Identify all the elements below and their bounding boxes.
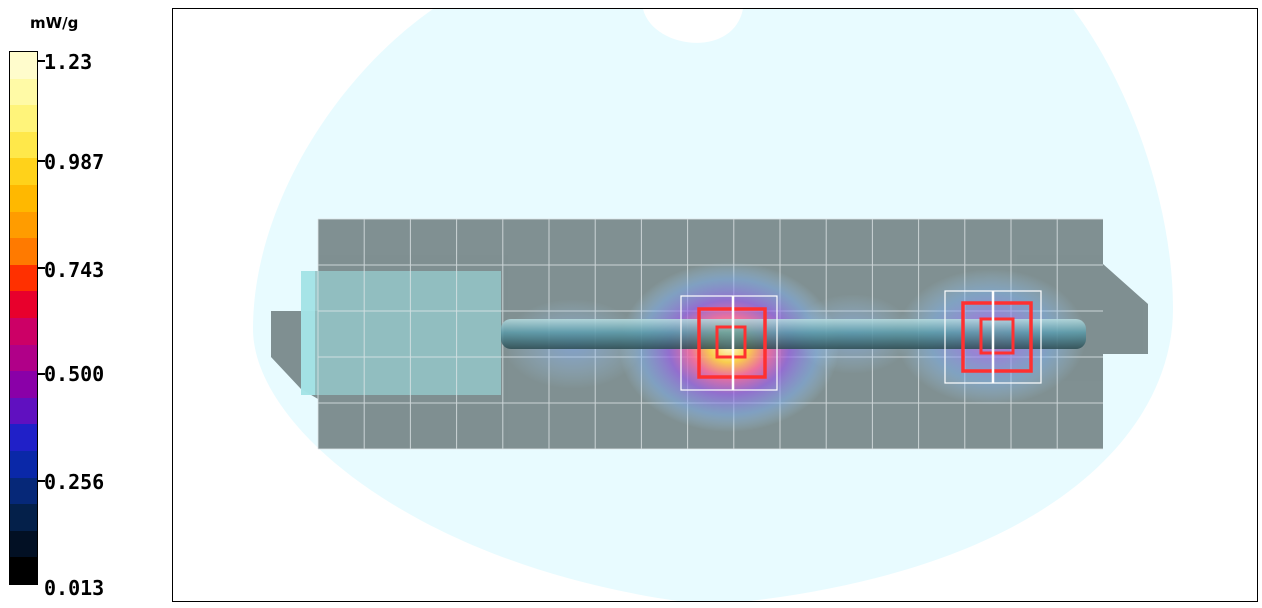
sar-viewer-panel[interactable]: [172, 8, 1258, 602]
color-swatch: [10, 530, 37, 558]
color-swatch: [10, 238, 37, 266]
color-swatch: [10, 264, 37, 292]
color-swatch: [10, 211, 37, 239]
sar-distribution-view: [253, 9, 1173, 601]
color-swatch: [10, 318, 37, 346]
color-scale-legend: mW/g 1.23 0.987 0.743 0.500 0.256 0.013: [0, 0, 160, 608]
color-swatch: [10, 131, 37, 159]
zoom-scan-secondary: [944, 290, 1042, 384]
device-rod: [501, 319, 1086, 349]
color-swatch: [10, 557, 37, 585]
color-swatch: [10, 185, 37, 213]
tick-mark-4: [37, 480, 45, 482]
tick-label-5: 0.013: [44, 576, 105, 600]
color-swatch: [10, 78, 37, 106]
color-swatch: [10, 158, 37, 186]
tick-mark-3: [37, 373, 45, 375]
color-swatch: [10, 344, 37, 372]
zoom-scan-peak: [680, 295, 778, 391]
tick-mark-1: [37, 160, 45, 162]
color-swatch: [10, 105, 37, 133]
tick-label-2: 0.743: [44, 258, 105, 282]
color-swatch: [10, 424, 37, 452]
color-swatch: [10, 371, 37, 399]
device-right-tab: [1103, 264, 1148, 354]
tick-label-0: 1.23: [44, 50, 93, 74]
color-swatch: [10, 291, 37, 319]
color-swatch: [10, 477, 37, 505]
color-bar: [9, 51, 38, 585]
device-block: [301, 271, 501, 395]
scale-unit-label: mW/g: [30, 14, 79, 32]
tick-label-1: 0.987: [44, 150, 105, 174]
tick-label-4: 0.256: [44, 470, 105, 494]
tick-mark-0: [37, 60, 45, 62]
tick-label-3: 0.500: [44, 362, 105, 386]
tick-mark-2: [37, 267, 45, 269]
color-swatch: [10, 451, 37, 479]
color-swatch: [10, 504, 37, 532]
device-block-edge: [301, 271, 315, 395]
color-swatch: [10, 397, 37, 425]
color-swatch: [10, 52, 37, 80]
